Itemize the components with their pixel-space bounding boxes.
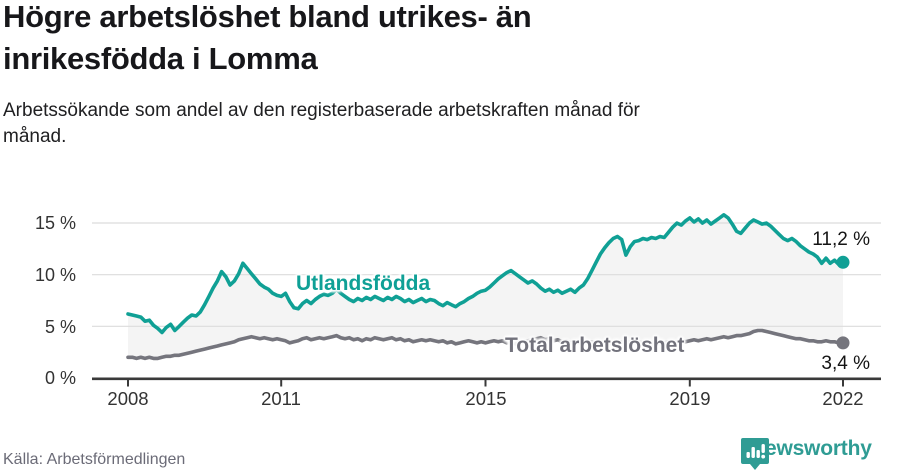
page-title-line2: inrikesfödda i Lomma (3, 41, 318, 76)
chart-subtitle-line2: månad. (3, 126, 67, 147)
end-dot-utlandsfodda (836, 255, 850, 269)
y-tick-label-10: 10 % (34, 265, 76, 285)
end-value-label-total: 3,4 % (821, 353, 870, 374)
series-line-total (126, 328, 845, 361)
series-line-utlandsfodda (126, 213, 845, 335)
end-dot-total (836, 336, 850, 350)
y-tick-label-0: 0 % (44, 368, 76, 388)
x-tick-label-2015: 2015 (465, 388, 507, 409)
x-tick-label-2022: 2022 (822, 388, 864, 409)
brand-name: Newsworthy (750, 437, 872, 460)
bar-chart-speech-bubble-icon (741, 438, 769, 470)
x-tick-label-2008: 2008 (107, 388, 149, 409)
page-title-line1: Högre arbetslöshet bland utrikes- än (3, 0, 532, 34)
series-label-utlandsfodda: Utlandsfödda (296, 272, 431, 295)
chart-subtitle-line1: Arbetssökande som andel av den registerb… (3, 100, 640, 121)
page-title: Högre arbetslöshet bland utrikes- än inr… (3, 0, 532, 80)
x-tick-label-2019: 2019 (669, 388, 711, 409)
y-tick-label-15: 15 % (34, 213, 76, 233)
end-value-label-utlandsfodda: 11,2 % (812, 229, 870, 250)
source-attribution: Källa: Arbetsförmedlingen (3, 451, 186, 468)
fill-between-series (128, 214, 843, 359)
y-tick-label-5: 5 % (44, 317, 76, 337)
x-tick-label-2011: 2011 (261, 388, 301, 409)
series-label-total: Total arbetslöshet (505, 334, 685, 357)
newsworthy-logo: Newsworthy (741, 437, 872, 470)
chart-subtitle: Arbetssökande som andel av den registerb… (3, 98, 640, 150)
x-axis-ticks (127, 380, 844, 387)
